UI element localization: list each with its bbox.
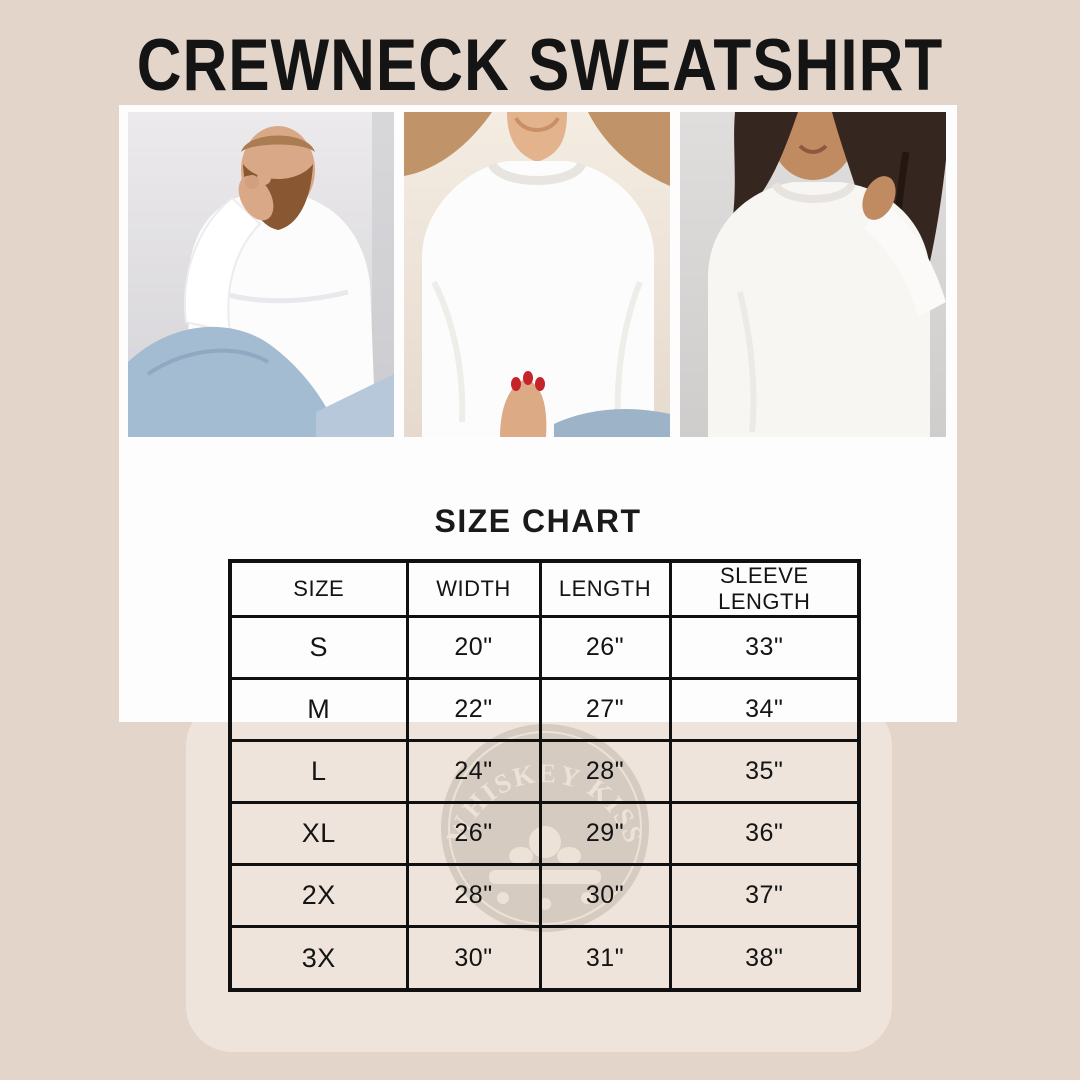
col-header-width: WIDTH	[405, 559, 542, 618]
length-cell: 31"	[538, 925, 672, 992]
length-cell: 30"	[538, 863, 672, 929]
size-cell: XL	[228, 801, 409, 867]
col-header-size: SIZE	[228, 559, 409, 618]
sleeve-length-cell: 33"	[668, 614, 861, 681]
sleeve-length-cell: 37"	[668, 863, 861, 929]
col-header-length: LENGTH	[538, 559, 672, 618]
woman-dark-hair-illustration	[680, 112, 946, 437]
sleeve-length-cell: 35"	[668, 739, 861, 805]
page-title: CREWNECK SWEATSHIRT	[136, 25, 944, 107]
photo-strip	[128, 112, 946, 437]
size-cell: S	[228, 614, 409, 681]
width-cell: 28"	[405, 863, 542, 929]
table-row-s: S 20" 26" 33"	[228, 614, 861, 681]
content-card: SIZE CHART	[119, 105, 957, 722]
table-row-l: L 24" 28" 35"	[228, 739, 861, 805]
woman-closeup-illustration	[404, 112, 670, 437]
width-cell: 30"	[405, 925, 542, 992]
width-cell: 22"	[405, 677, 542, 743]
sleeve-length-cell: 38"	[668, 925, 861, 992]
width-cell: 26"	[405, 801, 542, 867]
col-header-sleeve-length: SLEEVE LENGTH	[668, 559, 861, 618]
length-cell: 29"	[538, 801, 672, 867]
width-cell: 20"	[405, 614, 542, 681]
size-chart-heading: SIZE CHART	[434, 503, 642, 539]
man-seated-illustration	[128, 112, 394, 437]
table-row-xl: XL 26" 29" 36"	[228, 801, 861, 867]
table-row-3x: 3X 30" 31" 38"	[228, 925, 861, 992]
length-cell: 26"	[538, 614, 672, 681]
length-cell: 28"	[538, 739, 672, 805]
size-table: SIZE WIDTH LENGTH SLEEVE LENGTH S 20" 26…	[228, 559, 861, 992]
photo-man-seated	[128, 112, 394, 437]
table-header-row: SIZE WIDTH LENGTH SLEEVE LENGTH	[228, 559, 861, 618]
size-cell: 2X	[228, 863, 409, 929]
size-cell: L	[228, 739, 409, 805]
photo-woman-dark-hair	[680, 112, 946, 437]
size-cell: M	[228, 677, 409, 743]
width-cell: 24"	[405, 739, 542, 805]
photo-woman-closeup	[404, 112, 670, 437]
table-row-2x: 2X 28" 30" 37"	[228, 863, 861, 929]
size-cell: 3X	[228, 925, 409, 992]
sleeve-length-cell: 34"	[668, 677, 861, 743]
sleeve-length-cell: 36"	[668, 801, 861, 867]
table-row-m: M 22" 27" 34"	[228, 677, 861, 743]
length-cell: 27"	[538, 677, 672, 743]
